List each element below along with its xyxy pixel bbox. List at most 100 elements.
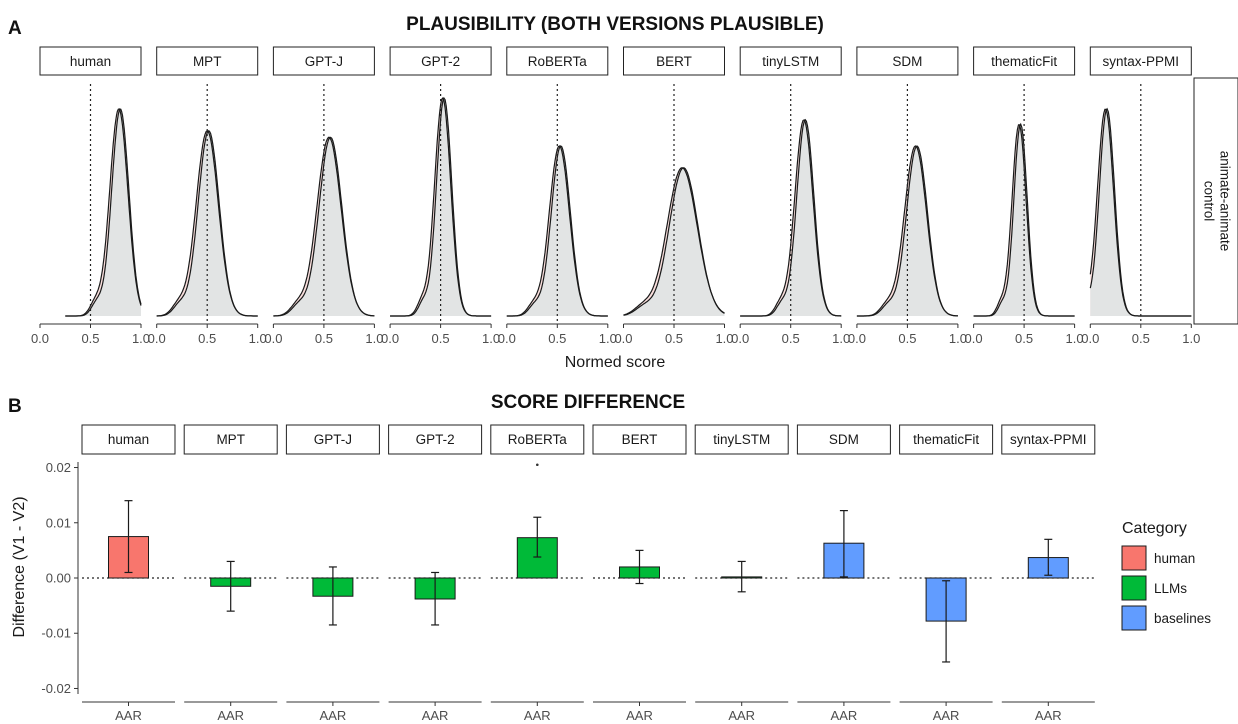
- bar-facet-strip: [388, 424, 483, 455]
- x-tick-label: 1.0: [599, 331, 617, 346]
- y-tick-label: 0.00: [46, 571, 71, 586]
- bar-facet-roberta: RoBERTa AAR: [490, 424, 585, 723]
- bar-x-tick-label: AAR: [524, 708, 551, 723]
- facet-human: human 0.0 0.5 1.0: [31, 46, 150, 346]
- density-line-v2: [156, 130, 258, 317]
- x-tick-label: 0.0: [614, 331, 632, 346]
- facet-gpt-j: GPT-J 0.0 0.5 1.0: [264, 46, 383, 346]
- bar-x-tick-label: AAR: [422, 708, 449, 723]
- outlier-point: [536, 463, 539, 467]
- bar-facet-strip-label: GPT-2: [416, 432, 455, 447]
- bar-facet-strip: [899, 424, 994, 455]
- bar-facet-strip-label: SDM: [829, 432, 859, 447]
- facet-sdm: SDM 0.0 0.5 1.0: [848, 46, 967, 346]
- facet-strip: [39, 46, 142, 76]
- x-tick-label: 0.5: [548, 331, 566, 346]
- facet-strip-label: GPT-J: [305, 54, 343, 69]
- facet-strip: [272, 46, 375, 76]
- x-tick-label: 0.0: [1081, 331, 1099, 346]
- bar-facet-strip: [592, 424, 687, 455]
- bar-facet-gpt-j: GPT-J AAR: [285, 424, 380, 723]
- x-tick-label: 1.0: [1066, 331, 1084, 346]
- x-tick-label: 1.0: [949, 331, 967, 346]
- bar-facet-human: human AAR: [81, 424, 176, 723]
- legend-swatch: [1121, 545, 1147, 571]
- bar-x-tick-label: AAR: [728, 708, 755, 723]
- facet-gpt-2: GPT-2 0.0 0.5 1.0: [381, 46, 500, 346]
- bar-facet-syntax-ppmi: syntax-PPMI AAR: [1001, 424, 1096, 723]
- y-axis-title: Difference (V1 - V2): [11, 496, 28, 637]
- bar-facet-sdm: SDM AAR: [796, 424, 891, 723]
- bar-panel: 0.020.010.00-0.01-0.02humanAARMPTAARGPT-…: [41, 424, 1096, 723]
- facet-strip: [156, 46, 259, 76]
- y-tick-label: 0.01: [46, 515, 71, 530]
- bar-x-tick-label: AAR: [933, 708, 960, 723]
- x-tick-label: 1.0: [365, 331, 383, 346]
- bar-facet-mpt: MPT AAR: [183, 424, 278, 723]
- bar-facet-strip-label: RoBERTa: [508, 432, 568, 447]
- x-tick-label: 1.0: [249, 331, 267, 346]
- facet-strip: [389, 46, 492, 76]
- facet-strip-label: human: [70, 54, 111, 69]
- x-tick-label: 0.0: [731, 331, 749, 346]
- facet-roberta: RoBERTa 0.0 0.5 1.0: [498, 46, 617, 346]
- x-tick-label: 0.0: [31, 331, 49, 346]
- density-area-v2: [623, 167, 725, 316]
- facet-strip-label: tinyLSTM: [762, 54, 819, 69]
- bar-x-tick-label: AAR: [115, 708, 142, 723]
- panel-a-title: PLAUSIBILITY (BOTH VERSIONS PLAUSIBLE): [406, 14, 824, 35]
- legend-swatch: [1121, 575, 1147, 601]
- row-strip: animate-animatecontrol: [1193, 77, 1238, 325]
- bar-x-tick-label: AAR: [626, 708, 653, 723]
- facet-strip-label: syntax-PPMI: [1103, 54, 1180, 69]
- density-area-v2: [856, 146, 958, 316]
- bar-x-tick-label: AAR: [1035, 708, 1062, 723]
- density-line-v2: [65, 108, 142, 317]
- bar-facet-strip: [694, 424, 789, 455]
- x-tick-label: 0.5: [81, 331, 99, 346]
- y-tick-label: -0.01: [41, 626, 71, 641]
- bar-x-tick-label: AAR: [320, 708, 347, 723]
- density-area-v2: [740, 119, 842, 316]
- y-tick-label: -0.02: [41, 681, 71, 696]
- facet-strip-label: SDM: [892, 54, 922, 69]
- x-tick-label: 0.0: [264, 331, 282, 346]
- x-tick-label: 0.5: [198, 331, 216, 346]
- facet-mpt: MPT 0.0 0.5 1.0: [148, 46, 267, 346]
- x-tick-label: 0.5: [1132, 331, 1150, 346]
- x-tick-label: 1.0: [132, 331, 150, 346]
- density-area-v2: [156, 130, 258, 316]
- x-tick-label: 1.0: [715, 331, 733, 346]
- facet-syntax-ppmi: syntax-PPMI 0.0 0.5 1.0: [1081, 46, 1200, 346]
- density-line-v2: [623, 167, 725, 316]
- facet-strip-label: GPT-2: [421, 54, 460, 69]
- density-panel: human 0.0 0.5 1.0 MPT 0.0 0.5 1.0 GPT-J 0.0 0.5 1.0…: [31, 46, 1200, 346]
- facet-strip: [623, 46, 725, 76]
- bar-facet-strip: [490, 424, 585, 455]
- x-tick-label: 0.0: [381, 331, 399, 346]
- facet-strip: [1089, 46, 1192, 76]
- x-tick-label: 0.5: [898, 331, 916, 346]
- facet-thematicfit: thematicFit 0.0 0.5 1.0: [965, 46, 1084, 346]
- x-axis-title: Normed score: [565, 354, 666, 371]
- bar-facet-bert: BERT AAR: [592, 424, 687, 723]
- facet-strip: [973, 46, 1076, 76]
- x-tick-label: 0.5: [782, 331, 800, 346]
- bar-facet-strip-label: thematicFit: [913, 432, 979, 447]
- bar-facet-thematicfit: thematicFit AAR: [899, 424, 994, 723]
- bar-facet-strip-label: MPT: [216, 432, 245, 447]
- legend-label: human: [1154, 551, 1195, 566]
- x-tick-label: 1.0: [1182, 331, 1200, 346]
- legend-title: Category: [1122, 520, 1187, 537]
- facet-strip-label: thematicFit: [991, 54, 1057, 69]
- facet-strip: [739, 46, 842, 76]
- x-tick-label: 0.5: [665, 331, 683, 346]
- bar-facet-strip-label: tinyLSTM: [713, 432, 770, 447]
- density-line-v2: [506, 145, 608, 317]
- y-tick-label: 0.02: [46, 460, 71, 475]
- bar-facet-tinylstm: tinyLSTM AAR: [694, 424, 789, 723]
- legend-swatch: [1121, 605, 1147, 631]
- bar-facet-strip: [1001, 424, 1096, 455]
- x-tick-label: 0.5: [1015, 331, 1033, 346]
